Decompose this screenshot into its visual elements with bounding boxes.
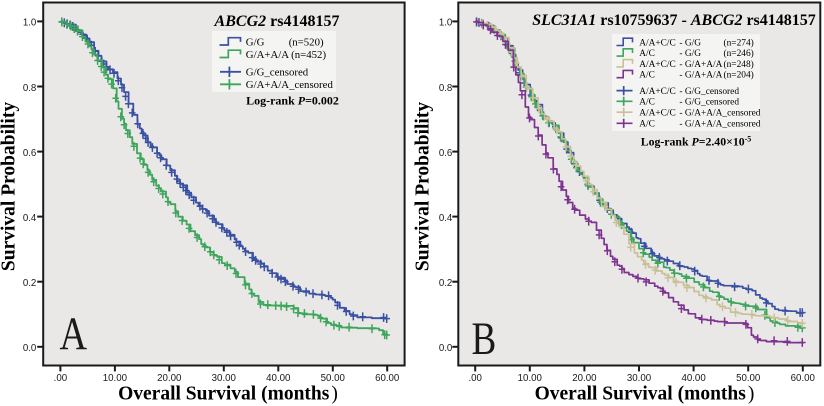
svg-text:(n=248): (n=248): [724, 59, 754, 70]
svg-text:A/C: A/C: [639, 98, 655, 108]
svg-text:- G/A+A/A: - G/A+A/A: [679, 71, 722, 81]
svg-text:0.2: 0.2: [439, 278, 452, 289]
svg-text:1.0: 1.0: [439, 18, 453, 29]
svg-text:0.8: 0.8: [23, 83, 36, 94]
svg-text:Survival Probability: Survival Probability: [413, 102, 434, 271]
svg-text:30.00: 30.00: [212, 373, 237, 384]
svg-text:SLC31A1 rs10759637 - ABCG2 rs4: SLC31A1 rs10759637 - ABCG2 rs4148157: [532, 12, 816, 29]
svg-text:.00: .00: [468, 373, 482, 384]
svg-text:A/A+C/C: A/A+C/C: [639, 87, 676, 97]
svg-text:G/A+A/A_censored: G/A+A/A_censored: [246, 79, 334, 91]
svg-text:G/G_censored: G/G_censored: [246, 67, 309, 79]
svg-text:G/G: G/G: [246, 36, 265, 48]
svg-text:0.0: 0.0: [23, 343, 37, 354]
svg-text:0.4: 0.4: [23, 213, 37, 224]
svg-text:A/A+C/C: A/A+C/C: [639, 38, 676, 48]
svg-text:A: A: [60, 309, 88, 360]
svg-text:40.00: 40.00: [266, 373, 291, 384]
svg-text:0.4: 0.4: [439, 213, 453, 224]
svg-text:20.00: 20.00: [157, 373, 182, 384]
svg-text:0.0: 0.0: [439, 343, 453, 354]
svg-text:0.2: 0.2: [23, 278, 36, 289]
svg-text:Log-rank P=2.40×10-5: Log-rank P=2.40×10-5: [641, 135, 752, 149]
svg-text:50.00: 50.00: [736, 373, 761, 384]
svg-text:1.0: 1.0: [23, 18, 37, 29]
svg-text:40.00: 40.00: [681, 373, 706, 384]
svg-text:- G/G_censored: - G/G_censored: [679, 87, 739, 97]
svg-text:- G/G: - G/G: [679, 49, 701, 59]
svg-text:0.6: 0.6: [23, 148, 36, 159]
svg-text:20.00: 20.00: [572, 373, 597, 384]
svg-text:A/C: A/C: [639, 120, 655, 130]
svg-text:60.00: 60.00: [375, 373, 400, 384]
svg-text:0.8: 0.8: [439, 83, 452, 94]
svg-text:(n=274): (n=274): [724, 37, 754, 48]
svg-text:- G/A+A/A_censored: - G/A+A/A_censored: [679, 120, 760, 130]
svg-text:Survival Probability: Survival Probability: [0, 102, 20, 271]
svg-text:10.00: 10.00: [518, 373, 543, 384]
svg-text:G/A+A/A (n=452): G/A+A/A (n=452): [246, 49, 327, 61]
svg-text:10.00: 10.00: [103, 373, 128, 384]
svg-text:(n=520): (n=520): [289, 36, 324, 48]
svg-text:- G/G: - G/G: [679, 38, 701, 48]
svg-text:- G/A+A/A_censored: - G/A+A/A_censored: [679, 109, 760, 119]
svg-text:60.00: 60.00: [791, 373, 816, 384]
svg-text:Overall Survival (months): Overall Survival (months): [535, 384, 755, 405]
svg-text:50.00: 50.00: [321, 373, 346, 384]
svg-text:B: B: [472, 313, 497, 365]
svg-text:A/C: A/C: [639, 49, 655, 59]
svg-text:A/A+C/C: A/A+C/C: [639, 60, 676, 70]
svg-text:30.00: 30.00: [627, 373, 652, 384]
svg-text:ABCG2 rs4148157: ABCG2 rs4148157: [214, 13, 340, 30]
svg-text:- G/A+A/A: - G/A+A/A: [679, 60, 722, 70]
svg-text:- G/G_censored: - G/G_censored: [679, 98, 739, 108]
svg-text:A/C: A/C: [639, 71, 655, 81]
svg-text:Overall Survival (months): Overall Survival (months): [118, 384, 338, 405]
svg-text:(n=246): (n=246): [724, 48, 754, 59]
svg-text:.00: .00: [54, 373, 68, 384]
svg-text:Log-rank P=0.002: Log-rank P=0.002: [246, 94, 339, 108]
svg-text:A/A+C/C: A/A+C/C: [639, 109, 676, 119]
svg-text:0.6: 0.6: [439, 148, 452, 159]
svg-text:(n=204): (n=204): [724, 70, 754, 81]
